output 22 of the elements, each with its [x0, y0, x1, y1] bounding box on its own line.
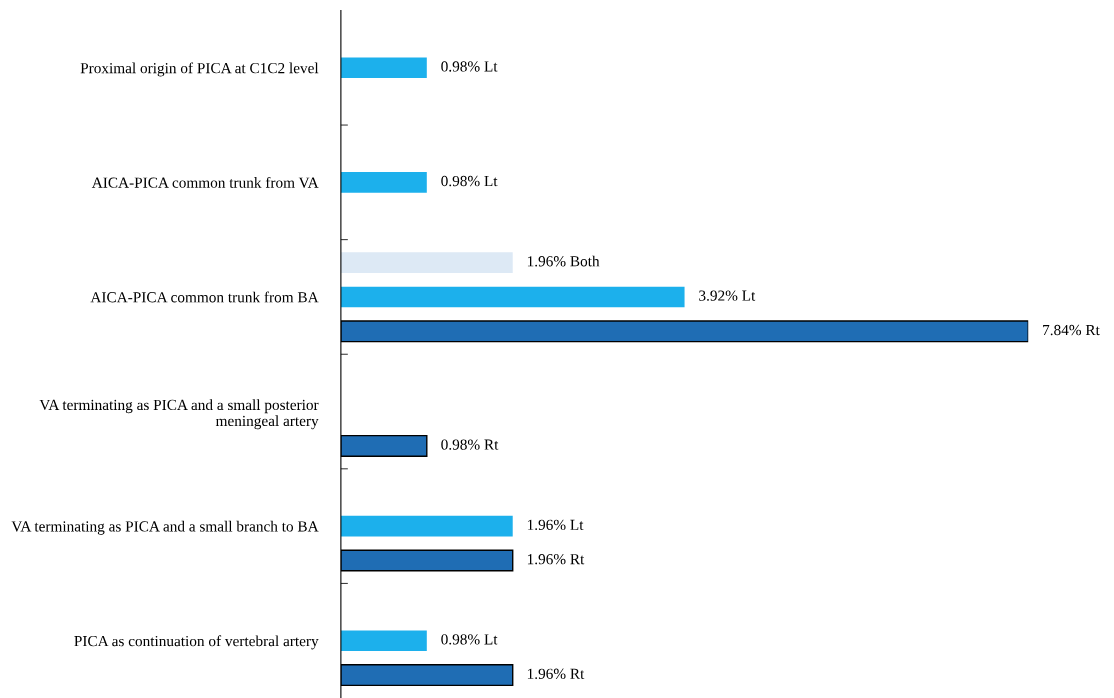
data-label: 7.84% Rt	[1043, 324, 1100, 336]
data-label: 0.98% Lt	[441, 175, 498, 187]
y-tick-label: AICA-PICA common trunk from BA	[90, 291, 319, 303]
bar	[340, 286, 685, 308]
bar	[340, 252, 513, 273]
y-tick-label: VA terminating as PICA and a small posterior meningeal artery	[39, 399, 319, 430]
data-label: 1.96% Rt	[527, 554, 585, 565]
y-tick-label: VA terminating as PICA and a small branch to BA	[11, 520, 319, 535]
y-tick-label: Proximal origin of PICA at C1C2 level	[80, 62, 319, 77]
bar	[340, 515, 513, 537]
bar	[340, 630, 427, 652]
data-label: 3.92% Lt	[699, 290, 756, 301]
data-label: 1.96% Lt	[527, 519, 584, 531]
bar	[340, 172, 427, 193]
data-label: 1.96% Rt	[527, 668, 585, 679]
data-label: 0.98% Lt	[441, 61, 498, 72]
bar	[340, 57, 427, 79]
data-label: 0.98% Rt	[441, 439, 499, 450]
data-label: 0.98% Lt	[441, 634, 498, 645]
y-tick-label: PICA as continuation of vertebral artery	[74, 635, 319, 650]
y-tick-label: AICA-PICA common trunk from VA	[91, 176, 319, 188]
data-label: 1.96% Both	[527, 255, 600, 267]
